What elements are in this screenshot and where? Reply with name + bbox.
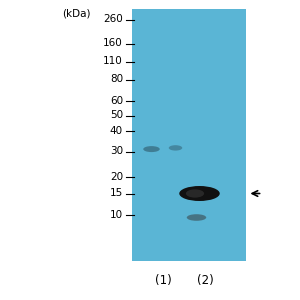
Text: 50: 50 — [110, 110, 123, 121]
Text: 160: 160 — [103, 38, 123, 49]
Ellipse shape — [169, 145, 182, 151]
Text: 20: 20 — [110, 172, 123, 182]
Ellipse shape — [143, 146, 160, 152]
Text: 80: 80 — [110, 74, 123, 85]
Text: 10: 10 — [110, 209, 123, 220]
Text: (1): (1) — [155, 274, 172, 287]
Ellipse shape — [179, 186, 220, 201]
Text: 40: 40 — [110, 125, 123, 136]
Text: 30: 30 — [110, 146, 123, 157]
Ellipse shape — [186, 189, 204, 198]
Ellipse shape — [187, 214, 206, 221]
Text: (kDa): (kDa) — [62, 9, 91, 19]
Text: 110: 110 — [103, 56, 123, 67]
Text: 15: 15 — [110, 188, 123, 199]
Text: (2): (2) — [197, 274, 214, 287]
Bar — [132, 9, 246, 261]
Text: 60: 60 — [110, 95, 123, 106]
Text: 260: 260 — [103, 14, 123, 25]
